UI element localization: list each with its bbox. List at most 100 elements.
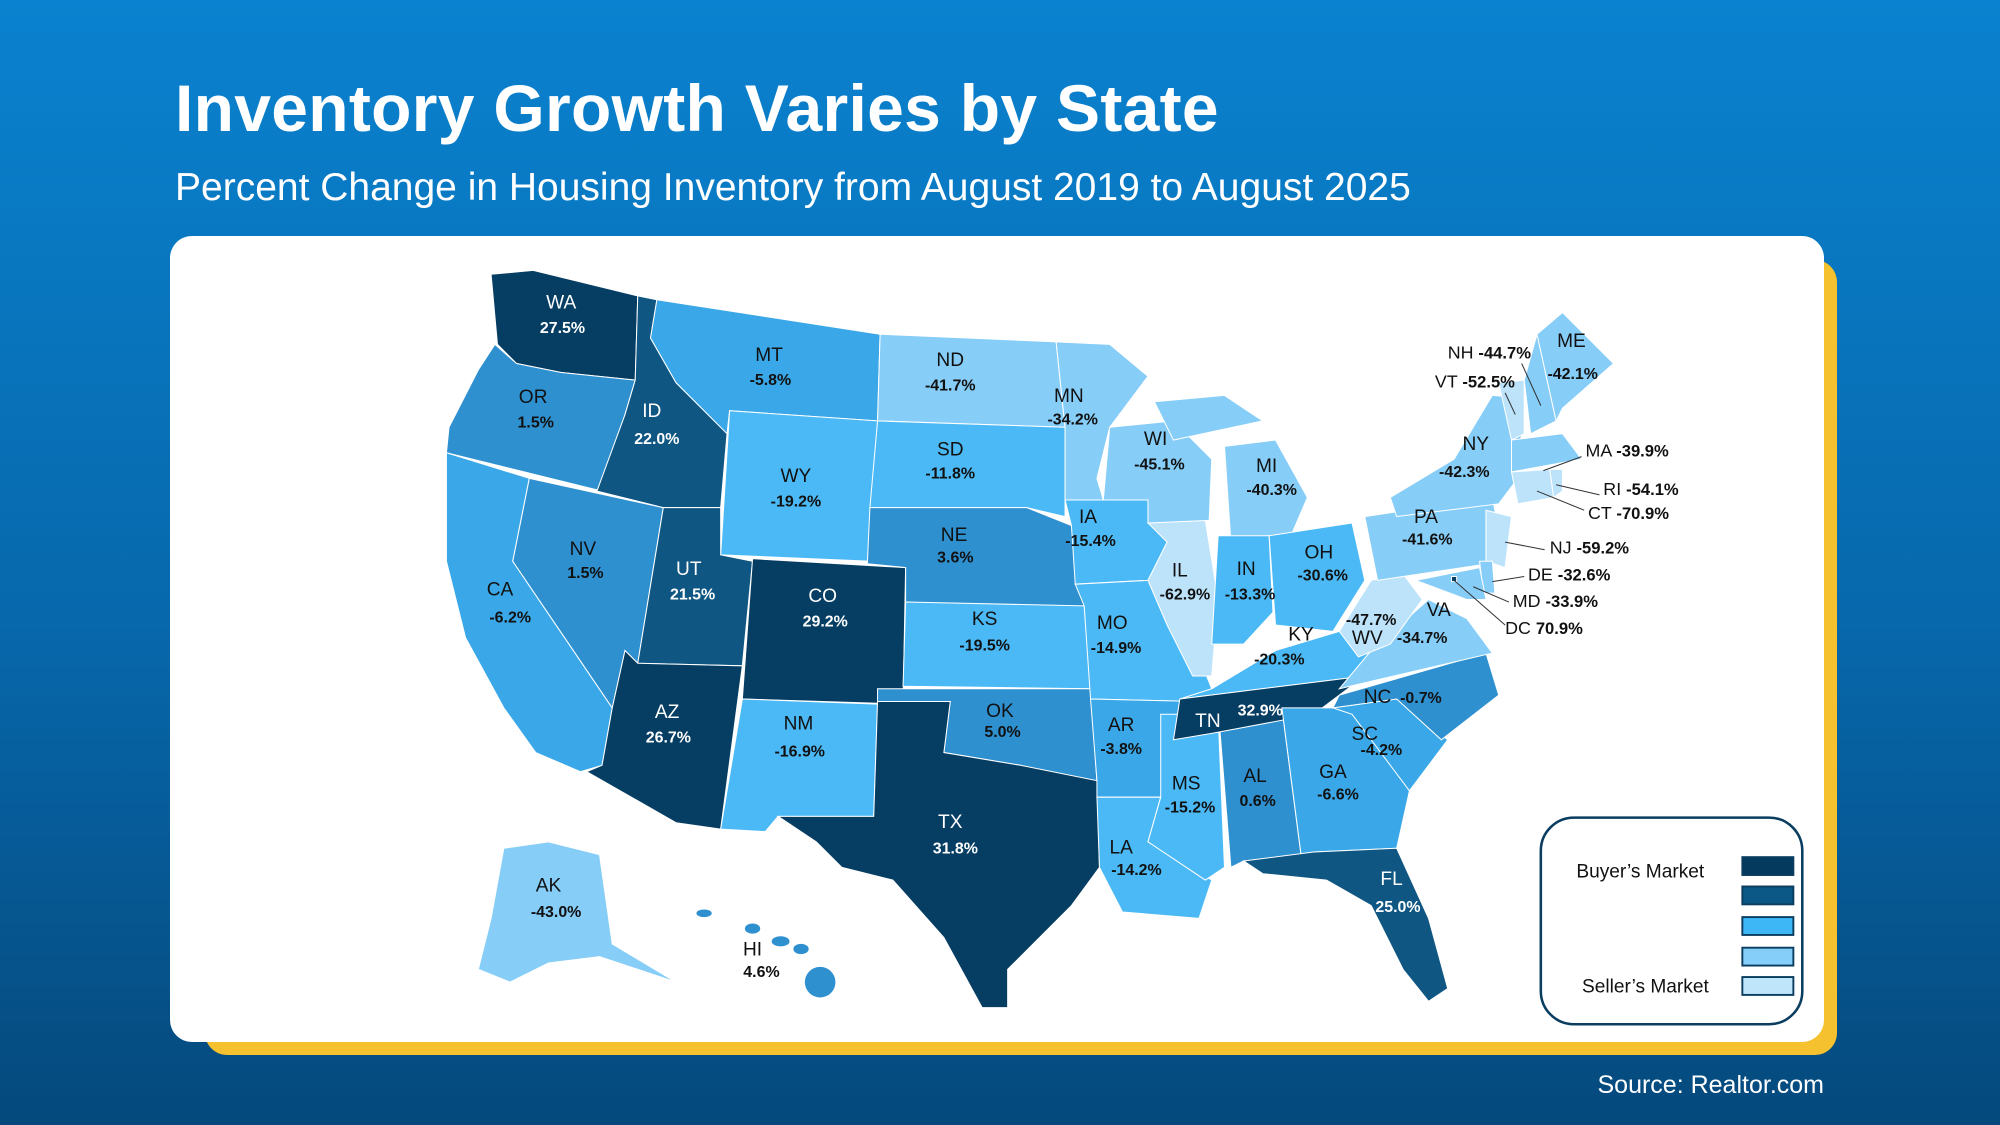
- state-value: 32.9%: [1238, 703, 1283, 720]
- state-value: 3.6%: [937, 550, 973, 567]
- state-value: -42.1%: [1547, 366, 1598, 383]
- state-shape[interactable]: [1536, 311, 1615, 423]
- state-tx[interactable]: [776, 701, 1101, 1009]
- state-value: 31.8%: [933, 840, 978, 857]
- state-abbr: MT: [755, 345, 783, 366]
- state-abbr: KS: [972, 609, 998, 630]
- state-wv[interactable]: [1338, 573, 1423, 658]
- state-abbr: CT: [1588, 503, 1616, 523]
- state-shape[interactable]: [477, 841, 677, 983]
- state-labels: WA 27.5% OR 1.5% CA -6.2% NV 1.5% ID 22.0% MT -5.8%…: [487, 293, 1679, 981]
- state-value: 21.5%: [670, 586, 715, 603]
- state-abbr: TX: [938, 812, 963, 833]
- state-shape[interactable]: [744, 923, 761, 934]
- state-az[interactable]: [585, 649, 743, 830]
- legend-bottom-label: Seller’s Market: [1582, 976, 1710, 997]
- state-shape[interactable]: [1211, 535, 1274, 645]
- state-sd[interactable]: [869, 420, 1066, 518]
- state-value: -39.9%: [1616, 442, 1669, 461]
- state-shape[interactable]: [1153, 394, 1265, 441]
- state-shape[interactable]: [869, 420, 1066, 518]
- state-shape[interactable]: [585, 649, 743, 830]
- state-value: 4.6%: [743, 964, 779, 981]
- state-abbr: OH: [1305, 543, 1334, 564]
- state-abbr: NH: [1448, 342, 1479, 362]
- state-nj[interactable]: [1485, 509, 1513, 569]
- state-value: -52.5%: [1462, 373, 1515, 392]
- state-abbr: OK: [986, 701, 1014, 722]
- state-value: -62.9%: [1160, 586, 1211, 603]
- state-dc[interactable]: [1451, 576, 1458, 583]
- state-mi[interactable]: [1153, 394, 1308, 543]
- state-shape[interactable]: [1172, 675, 1367, 741]
- state-co[interactable]: [741, 558, 907, 705]
- state-abbr: SD: [937, 439, 964, 460]
- state-fl[interactable]: [1242, 847, 1449, 1002]
- state-value: -19.5%: [959, 638, 1010, 655]
- state-shape[interactable]: [1389, 394, 1525, 518]
- state-abbr: NV: [570, 539, 597, 560]
- state-me[interactable]: [1536, 311, 1615, 423]
- state-shape[interactable]: [1498, 379, 1525, 441]
- state-shape[interactable]: [1223, 439, 1308, 543]
- state-value: 29.2%: [803, 613, 848, 630]
- state-abbr: AL: [1243, 766, 1266, 787]
- state-shape[interactable]: [1146, 519, 1219, 677]
- state-value: -34.2%: [1047, 412, 1097, 429]
- state-shape[interactable]: [1055, 341, 1149, 501]
- state-shape[interactable]: [696, 909, 712, 918]
- state-shape[interactable]: [1268, 522, 1366, 632]
- state-shape[interactable]: [1510, 433, 1583, 473]
- state-shape[interactable]: [776, 701, 1101, 1009]
- state-vt[interactable]: [1498, 379, 1525, 441]
- state-shape[interactable]: [1451, 576, 1458, 583]
- state-shape[interactable]: [741, 558, 907, 705]
- state-abbr: WI: [1144, 429, 1167, 450]
- state-value: -15.2%: [1165, 800, 1216, 817]
- leader-line: [1556, 484, 1600, 496]
- state-value: -40.3%: [1246, 482, 1297, 499]
- state-abbr: NM: [784, 714, 814, 735]
- state-abbr: NC: [1364, 687, 1392, 708]
- state-label: MA -39.9%: [1585, 441, 1669, 461]
- state-md[interactable]: [1413, 567, 1487, 600]
- state-ct[interactable]: [1510, 468, 1555, 505]
- state-abbr: IL: [1172, 561, 1188, 582]
- state-hi[interactable]: [696, 909, 836, 998]
- state-value: -47.7%: [1346, 612, 1397, 629]
- state-value: 26.7%: [646, 729, 691, 746]
- state-oh[interactable]: [1268, 522, 1366, 632]
- state-label: DC 70.9%: [1505, 618, 1583, 638]
- state-value: -0.7%: [1400, 690, 1442, 707]
- state-abbr: MO: [1097, 613, 1128, 634]
- state-shape[interactable]: [771, 936, 790, 947]
- state-in[interactable]: [1211, 535, 1274, 645]
- state-shape[interactable]: [1338, 573, 1423, 658]
- state-value: 5.0%: [984, 724, 1020, 741]
- state-shape[interactable]: [1485, 509, 1513, 569]
- leader-line: [1536, 490, 1585, 511]
- state-value: -6.2%: [489, 609, 531, 626]
- state-shape[interactable]: [1510, 468, 1555, 505]
- state-shape[interactable]: [1337, 598, 1494, 690]
- state-label: DE -32.6%: [1528, 564, 1611, 584]
- state-value: 22.0%: [634, 431, 679, 448]
- state-mn[interactable]: [1055, 341, 1149, 501]
- state-abbr: AZ: [655, 702, 680, 723]
- state-abbr: CA: [487, 580, 514, 601]
- state-abbr: MS: [1172, 774, 1201, 795]
- state-abbr: SC: [1352, 724, 1379, 745]
- state-va[interactable]: [1337, 598, 1494, 690]
- state-il[interactable]: [1146, 519, 1219, 677]
- state-shape[interactable]: [1242, 847, 1449, 1002]
- state-value: -59.2%: [1577, 539, 1630, 558]
- state-ny[interactable]: [1389, 394, 1525, 518]
- state-value: -11.8%: [925, 465, 975, 482]
- state-ma[interactable]: [1510, 433, 1583, 473]
- state-tn[interactable]: [1172, 675, 1367, 741]
- state-shape[interactable]: [804, 966, 836, 998]
- state-ak[interactable]: [477, 841, 677, 983]
- state-shape[interactable]: [793, 943, 809, 955]
- state-abbr: FL: [1380, 869, 1402, 890]
- state-shape[interactable]: [1413, 567, 1487, 600]
